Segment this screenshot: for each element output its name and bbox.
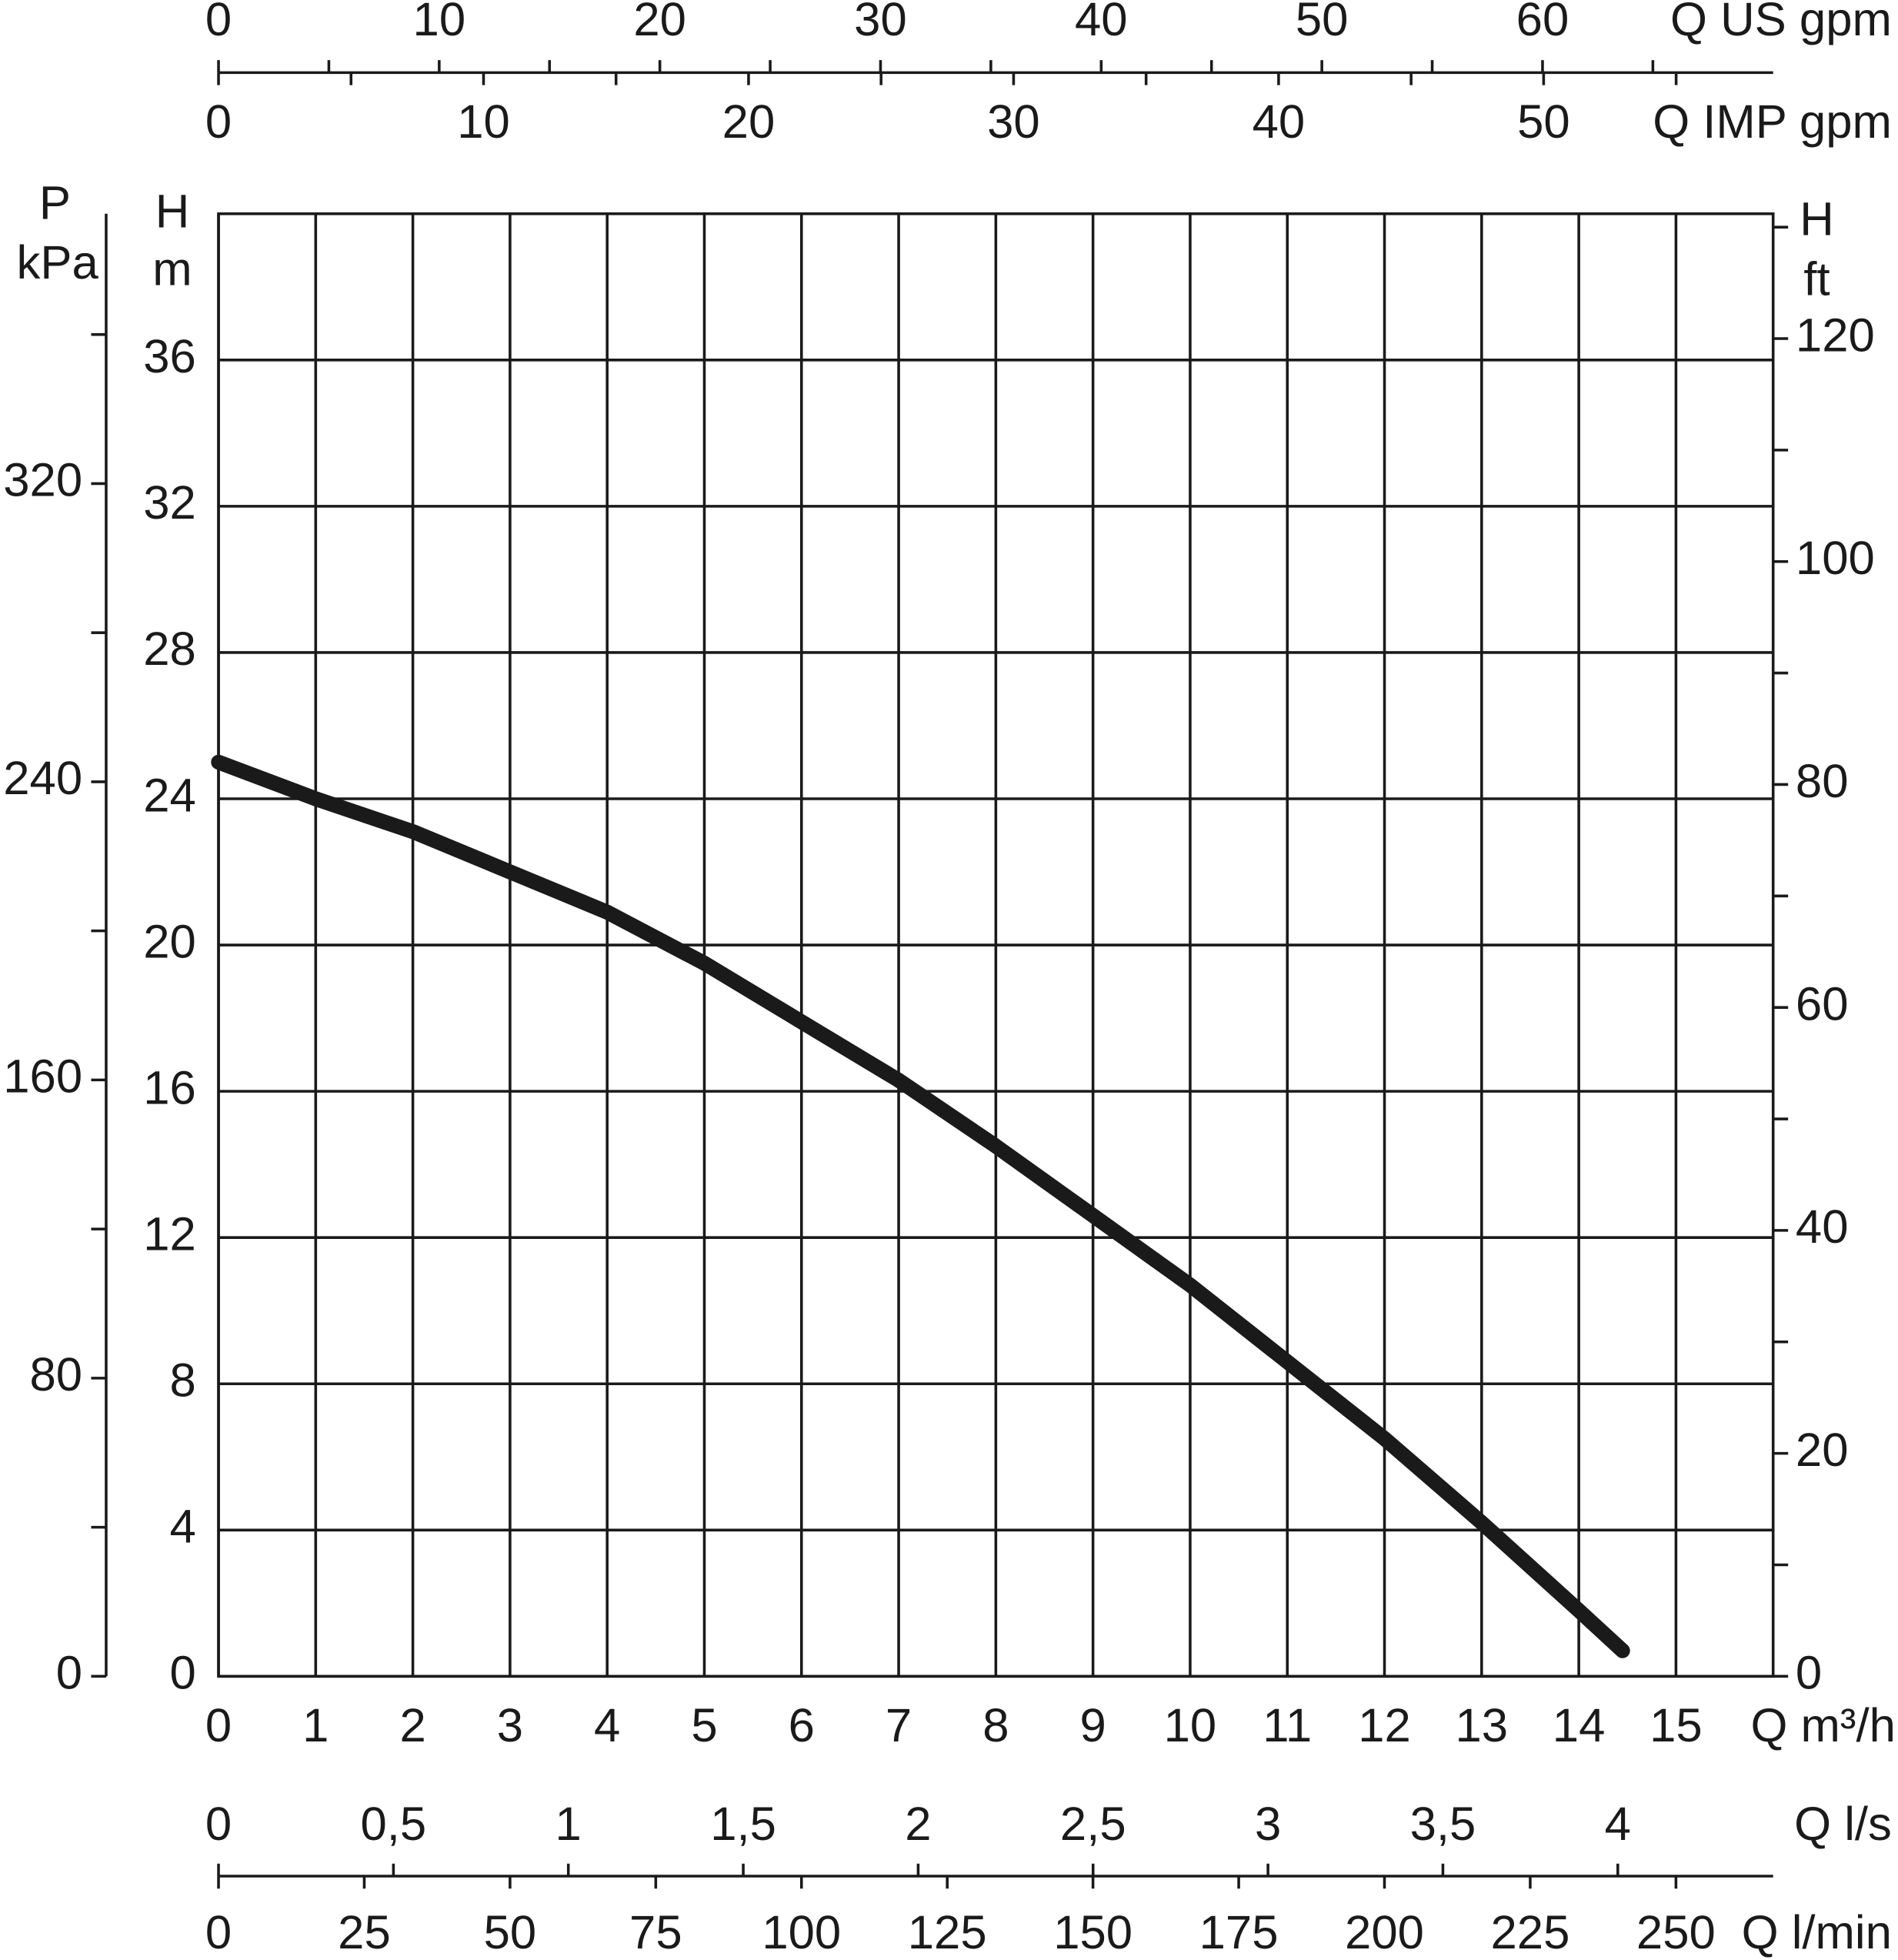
x-tick-label: 250: [1636, 1906, 1716, 1959]
curve: [211, 754, 1630, 1658]
y-axis-label: H: [155, 185, 190, 239]
x-tick-label: 225: [1491, 1906, 1570, 1959]
x-tick-label: 50: [1517, 95, 1570, 149]
x-tick-label: 50: [484, 1906, 537, 1959]
plot-frame: [217, 212, 1775, 1678]
x-tick-label: 50: [1296, 0, 1349, 46]
y-tick-label: 4: [170, 1501, 196, 1554]
x-tick-label: 0: [205, 1699, 232, 1752]
y-axis-label: m: [152, 242, 192, 296]
axis-label: ft: [1803, 252, 1830, 306]
x-tick-label: 10: [1164, 1699, 1217, 1752]
y-tick-label: 60: [1796, 977, 1849, 1030]
x-tick-label: 0: [205, 0, 232, 46]
x-tick-label: 175: [1199, 1906, 1279, 1959]
x-tick-label: 25: [338, 1906, 391, 1959]
y-tick-label: 36: [143, 330, 196, 383]
x-tick-label: 0: [205, 95, 232, 149]
x-tick-label: 0: [205, 1798, 232, 1851]
x-tick-label: 1: [555, 1798, 582, 1851]
x-tick-label: 30: [854, 0, 907, 46]
y-tick-label: 0: [1796, 1647, 1822, 1700]
x-tick-label: 3,5: [1410, 1798, 1476, 1851]
x-tick-label: 9: [1080, 1699, 1106, 1752]
axis-label: kPa: [17, 236, 99, 289]
x-tick-label: 10: [457, 95, 510, 149]
x-tick-label: 15: [1649, 1699, 1703, 1752]
axis-label: Q l/s: [1794, 1798, 1892, 1851]
y-tick-label: 100: [1796, 532, 1875, 585]
x-tick-label: 2: [905, 1798, 931, 1851]
y-tick-label: 28: [143, 623, 196, 676]
y-tick-label: 20: [1796, 1424, 1849, 1477]
y-tick-label: 120: [1796, 309, 1875, 362]
y-tick-label: 320: [3, 454, 82, 507]
y-tick-label: 80: [30, 1348, 83, 1401]
y-tick-label: 40: [1796, 1200, 1849, 1254]
x-tick-label: 125: [908, 1906, 987, 1959]
x-tick-label: 4: [1605, 1798, 1631, 1851]
x-tick-label: 3: [1255, 1798, 1281, 1851]
y-tick-label: 0: [170, 1647, 196, 1700]
x-tick-label: 1: [302, 1699, 329, 1752]
y-tick-label: 20: [143, 915, 196, 968]
y-tick-label: 0: [56, 1647, 82, 1700]
x-tick-label: 3: [497, 1699, 523, 1752]
x-tick-label: 200: [1345, 1906, 1424, 1959]
x-tick-label: 10: [413, 0, 466, 46]
x-tick-label: 4: [594, 1699, 620, 1752]
y-tick-label: 24: [143, 769, 196, 822]
axis-label: Q US gpm: [1670, 0, 1892, 46]
x-tick-label: 40: [1075, 0, 1128, 46]
x-tick-label: 6: [789, 1699, 815, 1752]
x-tick-label: 14: [1553, 1699, 1606, 1752]
x-tick-label: 5: [691, 1699, 717, 1752]
x-axis-label: Q m³/h: [1750, 1699, 1895, 1752]
axis-label: P: [39, 176, 71, 229]
x-tick-label: 2: [399, 1699, 425, 1752]
x-tick-label: 13: [1456, 1699, 1509, 1752]
axis-label: H: [1800, 192, 1834, 245]
y-tick-label: 16: [143, 1061, 196, 1114]
x-tick-label: 100: [762, 1906, 841, 1959]
y-tick-label: 80: [1796, 755, 1849, 808]
x-tick-label: 75: [629, 1906, 682, 1959]
axis-label: Q l/min: [1742, 1906, 1892, 1959]
x-tick-label: 7: [886, 1699, 912, 1752]
y-tick-label: 8: [170, 1354, 196, 1407]
y-tick-label: 12: [143, 1207, 196, 1260]
x-tick-label: 12: [1358, 1699, 1411, 1752]
axis-label: Q IMP gpm: [1653, 95, 1892, 149]
y-tick-label: 240: [3, 752, 82, 805]
x-tick-label: 8: [982, 1699, 1009, 1752]
x-tick-label: 20: [722, 95, 776, 149]
x-tick-label: 1,5: [710, 1798, 776, 1851]
x-tick-label: 30: [987, 95, 1040, 149]
x-tick-label: 11: [1263, 1699, 1312, 1752]
x-tick-label: 2,5: [1060, 1798, 1126, 1851]
x-tick-label: 40: [1253, 95, 1306, 149]
x-tick-label: 20: [633, 0, 686, 46]
y-tick-label: 32: [143, 476, 196, 529]
x-tick-label: 0: [205, 1906, 232, 1959]
x-tick-label: 60: [1516, 0, 1569, 46]
x-tick-label: 150: [1053, 1906, 1132, 1959]
y-tick-label: 160: [3, 1050, 82, 1104]
x-tick-label: 0,5: [361, 1798, 427, 1851]
